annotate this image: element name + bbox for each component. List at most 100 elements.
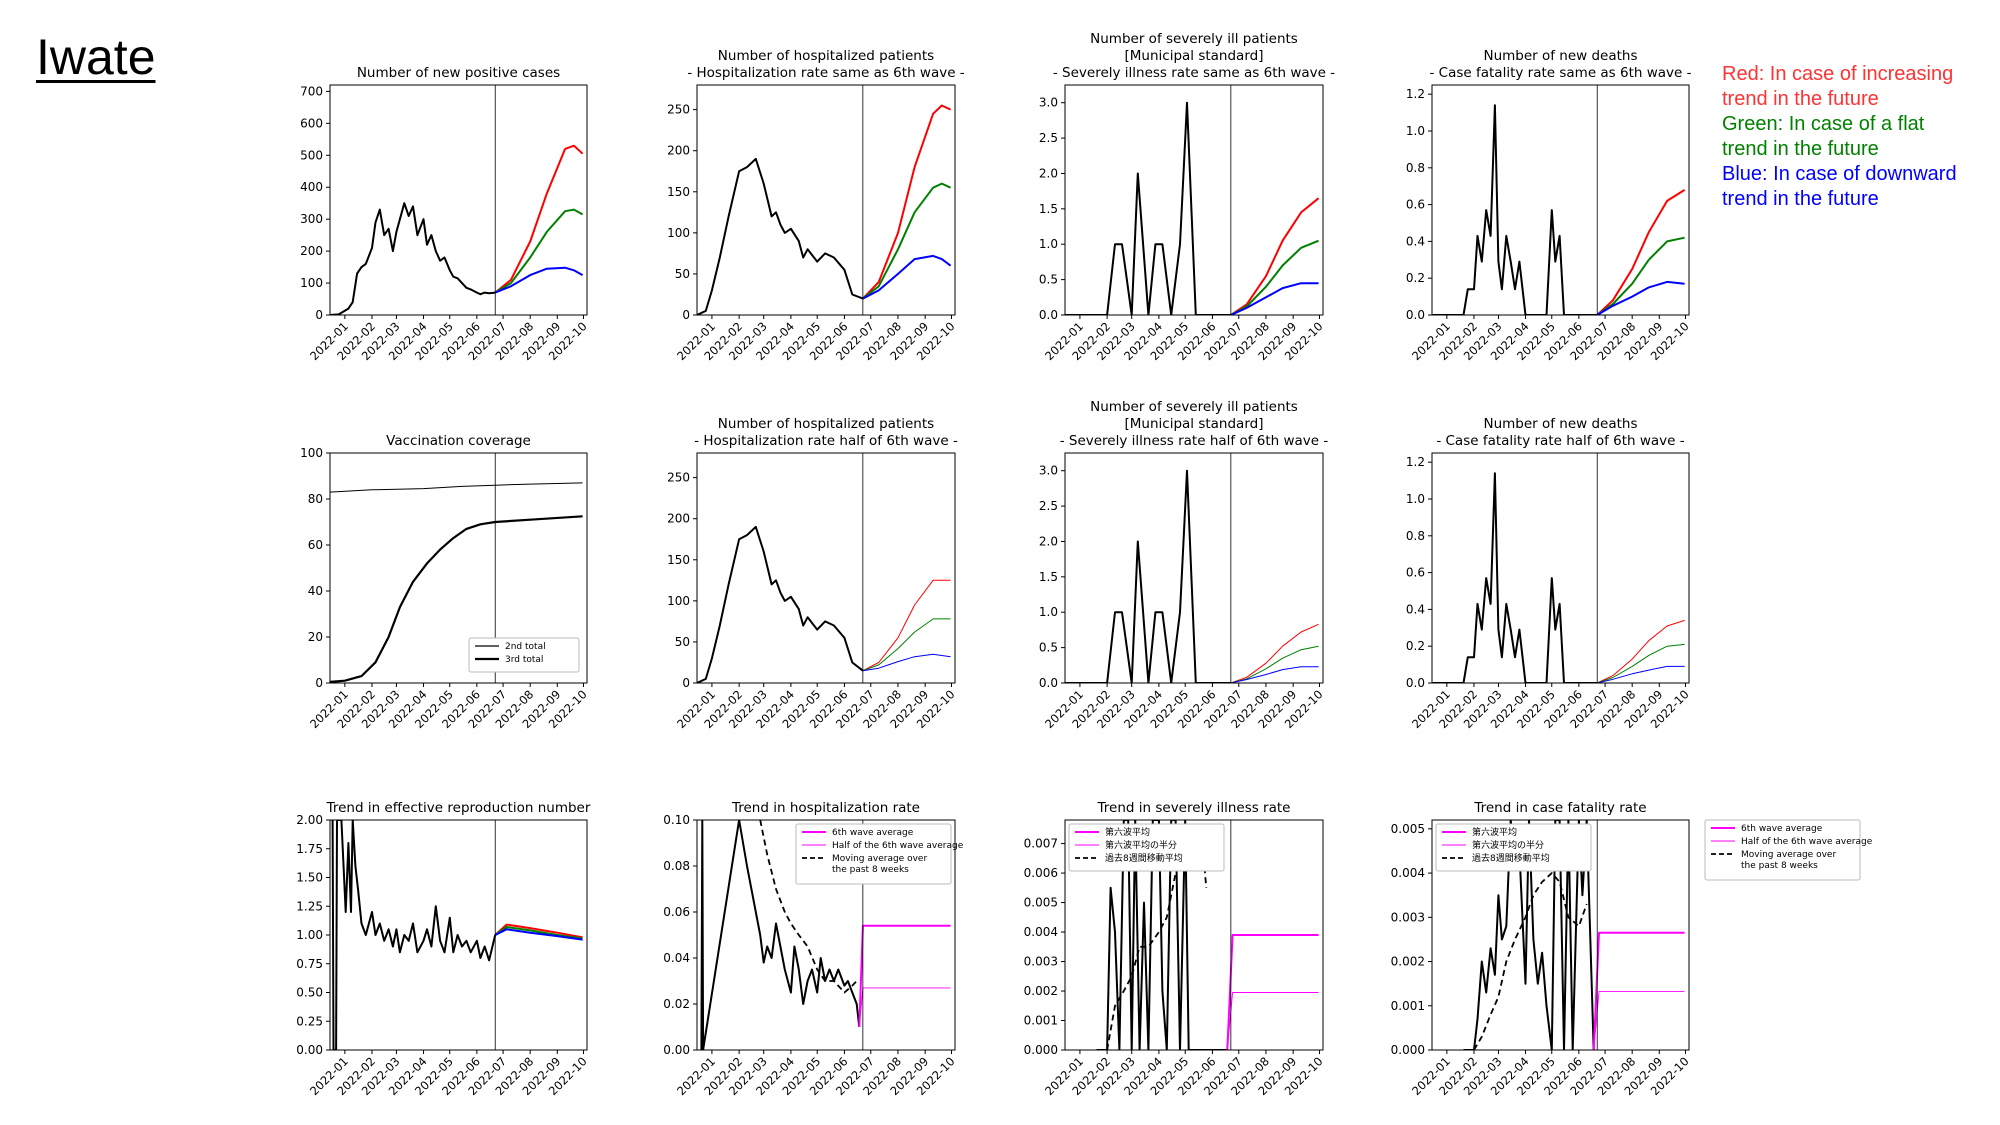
plot-area xyxy=(1432,104,1686,315)
scenario-green-line xyxy=(494,926,583,940)
plot-frame xyxy=(329,819,588,1051)
scenario-green-line xyxy=(1230,239,1319,315)
scenario-blue-line xyxy=(1230,666,1319,683)
chart-title: - Hospitalization rate half of 6th wave … xyxy=(694,433,958,449)
scenario-red-line xyxy=(1596,189,1686,315)
chart-title: - Severely illness rate same as 6th wave… xyxy=(1053,65,1335,81)
sixth-wave-average-line xyxy=(858,924,951,1028)
chart-hospitalized-same: Number of hospitalized patients- Hospita… xyxy=(667,48,965,363)
y-tick-label: 0.005 xyxy=(1024,896,1058,910)
chart-new-deaths-same: Number of new deaths- Case fatality rate… xyxy=(1406,48,1692,363)
plot-frame xyxy=(696,84,956,316)
y-tick-label: 0.0 xyxy=(1406,308,1425,322)
y-tick-label: 0.5 xyxy=(1039,273,1058,287)
y-tick-label: 80 xyxy=(308,492,323,506)
y-tick-label: 1.5 xyxy=(1039,570,1058,584)
observed-line xyxy=(1065,469,1231,683)
plot-frame xyxy=(696,819,956,1051)
legend-label: 3rd total xyxy=(505,655,543,665)
legend-note-line: trend in the future xyxy=(1722,188,1879,210)
y-tick-label: 100 xyxy=(300,446,323,460)
plot-area xyxy=(1463,820,1685,1050)
scenario-color-legend: Red: In case of increasing trend in the … xyxy=(1722,62,1957,212)
y-tick-label: 0.4 xyxy=(1406,234,1425,248)
y-tick-label: 2.0 xyxy=(1039,534,1058,548)
half-average-line xyxy=(1593,991,1685,1050)
chart-reproduction-number: Trend in effective reproduction number 0.… xyxy=(296,800,591,1098)
chart-title: Number of new deaths xyxy=(1483,48,1637,64)
legend-label: 第六波平均の半分 xyxy=(1105,839,1177,851)
y-tick-label: 0.0 xyxy=(1406,676,1425,690)
y-tick-label: 0.0 xyxy=(1039,308,1058,322)
legend-box xyxy=(1068,823,1225,872)
legend-label: 2nd total xyxy=(505,642,546,652)
scenario-blue-line xyxy=(862,653,951,672)
chart-title: - Case fatality rate same as 6th wave - xyxy=(1429,65,1691,81)
y-tick-label: 0.005 xyxy=(1391,822,1425,836)
chart-title: Number of severely ill patients xyxy=(1090,399,1298,415)
legend-note-line: trend in the future xyxy=(1722,138,1879,160)
page-title: Iwate xyxy=(36,29,156,85)
legend-label: 第六波平均の半分 xyxy=(1472,839,1544,851)
y-tick-label: 0.04 xyxy=(663,951,690,965)
observed-line xyxy=(1096,820,1228,1050)
y-tick-label: 0 xyxy=(682,308,690,322)
plot-area xyxy=(697,104,952,315)
legend-label: Moving average over xyxy=(1741,850,1836,860)
y-tick-label: 0.6 xyxy=(1406,198,1425,212)
y-tick-label: 50 xyxy=(675,635,690,649)
y-tick-label: 250 xyxy=(667,471,690,485)
y-tick-label: 100 xyxy=(667,594,690,608)
y-tick-label: 0.00 xyxy=(663,1043,690,1057)
legend-label: 第六波平均 xyxy=(1105,826,1150,838)
series-3rd-total-line xyxy=(330,515,583,683)
y-tick-label: 1.25 xyxy=(296,899,323,913)
chart-title: - Severely illness rate half of 6th wave… xyxy=(1060,433,1329,449)
series-2nd-total-line xyxy=(330,482,583,493)
plot-area xyxy=(1432,472,1685,683)
chart-title: Number of severely ill patients xyxy=(1090,31,1298,47)
half-average-line xyxy=(1226,992,1319,1050)
plot-area xyxy=(331,820,583,1050)
legend-label: Moving average over xyxy=(832,854,927,864)
plot-frame xyxy=(1431,452,1690,684)
legend-box xyxy=(1704,819,1861,881)
legend-box xyxy=(795,823,952,885)
chart-title: Vaccination coverage xyxy=(386,433,531,449)
y-tick-label: 50 xyxy=(675,267,690,281)
y-tick-label: 0.006 xyxy=(1024,866,1058,880)
legend-label: 過去8週間移動平均 xyxy=(1105,852,1183,864)
plot-area xyxy=(1065,469,1319,683)
chart-hospitalization-rate: Trend in hospitalization rate 0.00 0.02 0.0… xyxy=(663,800,963,1098)
y-tick-label: 0.000 xyxy=(1024,1043,1058,1057)
scenario-red-line xyxy=(494,923,583,939)
chart-title: [Municipal standard] xyxy=(1125,416,1264,432)
legend-label: 第六波平均 xyxy=(1472,826,1517,838)
y-tick-label: 0.75 xyxy=(296,957,323,971)
observed-line xyxy=(697,525,864,683)
y-tick-label: 1.2 xyxy=(1406,455,1425,469)
plot-frame xyxy=(329,452,588,684)
y-tick-label: 0.001 xyxy=(1391,999,1425,1013)
scenario-blue-line xyxy=(494,266,584,294)
chart-title: - Case fatality rate half of 6th wave - xyxy=(1436,433,1684,449)
scenario-blue-line xyxy=(862,254,952,300)
y-tick-label: 0.003 xyxy=(1391,910,1425,924)
y-tick-label: 60 xyxy=(308,538,323,552)
scenario-green-line xyxy=(1597,643,1685,683)
legend-label: the past 8 weeks xyxy=(832,865,909,875)
scenario-green-line xyxy=(1230,645,1319,683)
scenario-red-line xyxy=(1230,197,1320,315)
scenario-green-line xyxy=(862,618,951,672)
chart-legend: 6th wave average Half of the 6th wave ave… xyxy=(795,823,964,885)
chart-case-fatality-rate: Trend in case fatality rate 0.000 0.001 0.0… xyxy=(1391,800,1873,1098)
chart-severely-ill-same: Number of severely ill patients[Municipa… xyxy=(1039,31,1335,363)
y-tick-label: 1.0 xyxy=(1039,237,1058,251)
legend-label: Half of the 6th wave average xyxy=(1741,837,1873,847)
y-tick-label: 2.0 xyxy=(1039,166,1058,180)
y-tick-label: 200 xyxy=(667,512,690,526)
chart-severely-illness-rate: Trend in severely illness rate 0.000 0.001… xyxy=(1024,800,1326,1098)
y-tick-label: 700 xyxy=(300,84,323,98)
